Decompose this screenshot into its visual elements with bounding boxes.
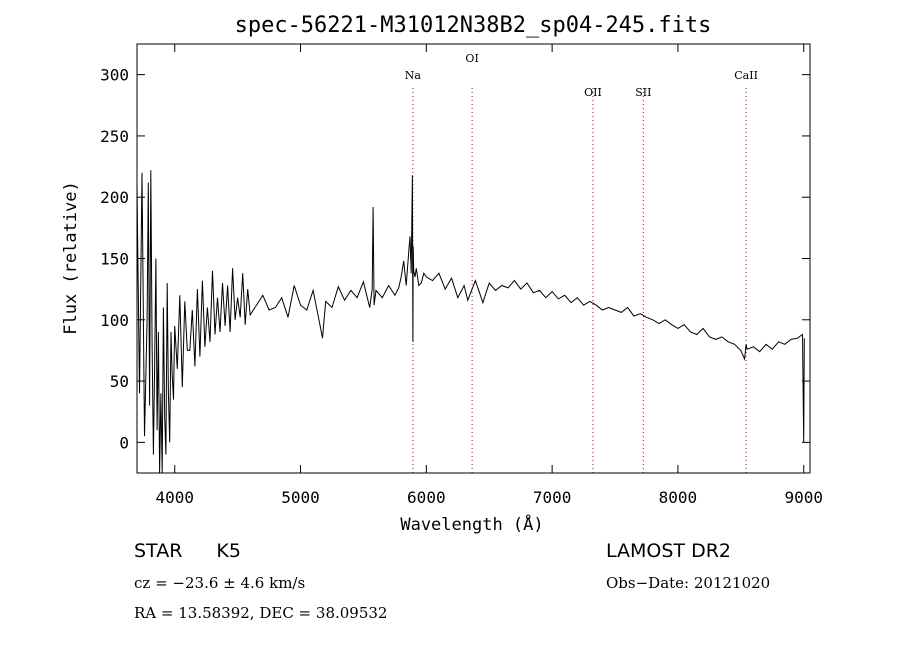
x-tick-label: 4000 bbox=[155, 488, 194, 507]
observation-date: Obs−Date: 20121020 bbox=[606, 574, 771, 592]
y-tick-label: 0 bbox=[119, 433, 129, 452]
x-tick-label: 7000 bbox=[533, 488, 572, 507]
y-axis-label: Flux (relative) bbox=[61, 181, 81, 335]
spectral-line-markers: Na OI OII SII CaII bbox=[405, 52, 758, 473]
survey-name: LAMOST DR2 bbox=[606, 540, 731, 562]
object-class-value: STAR bbox=[134, 540, 183, 562]
plot-frame bbox=[136, 43, 811, 474]
marker-label-oii: OII bbox=[584, 86, 602, 99]
y-tick-label: 150 bbox=[100, 250, 129, 269]
redshift-velocity: cz = −23.6 ± 4.6 km/s bbox=[134, 574, 306, 592]
object-class: STAR K5 bbox=[134, 540, 241, 562]
y-tick-label: 300 bbox=[100, 66, 129, 85]
y-axis: 0 50 100 150 200 250 300 bbox=[100, 66, 810, 452]
coordinates: RA = 13.58392, DEC = 38.09532 bbox=[134, 604, 388, 622]
spectrum-line bbox=[136, 170, 805, 474]
marker-label-na: Na bbox=[405, 69, 422, 82]
x-tick-label: 6000 bbox=[407, 488, 446, 507]
subclass-value: K5 bbox=[216, 540, 241, 562]
marker-label-caii: CaII bbox=[734, 69, 758, 82]
y-tick-label: 200 bbox=[100, 188, 129, 207]
x-axis-label: Wavelength (Å) bbox=[400, 513, 543, 535]
y-tick-label: 250 bbox=[100, 127, 129, 146]
y-tick-label: 100 bbox=[100, 311, 129, 330]
x-tick-label: 5000 bbox=[281, 488, 320, 507]
x-axis: 4000 5000 6000 7000 8000 9000 bbox=[155, 44, 823, 507]
x-tick-label: 9000 bbox=[784, 488, 823, 507]
y-tick-label: 50 bbox=[110, 372, 129, 391]
chart-title: spec-56221-M31012N38B2_sp04-245.fits bbox=[235, 13, 712, 38]
marker-label-oi: OI bbox=[465, 52, 478, 65]
x-tick-label: 8000 bbox=[659, 488, 698, 507]
marker-label-sii: SII bbox=[635, 86, 651, 99]
